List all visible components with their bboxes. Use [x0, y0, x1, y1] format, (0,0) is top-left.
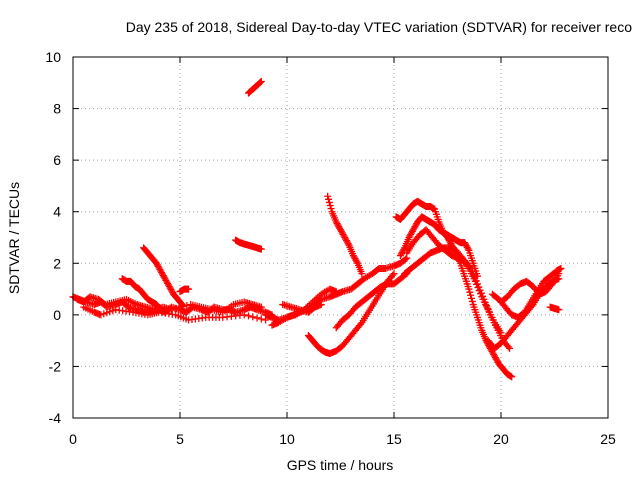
series-mid-cluster	[332, 270, 411, 332]
data-point	[257, 77, 265, 85]
data-series	[69, 77, 565, 381]
series-early-arc-1	[118, 275, 165, 314]
data-point	[508, 373, 516, 381]
data-point	[464, 245, 472, 253]
x-tick-label: 25	[600, 431, 616, 447]
chart-title: Day 235 of 2018, Sidereal Day-to-day VTE…	[126, 19, 632, 35]
data-point	[465, 285, 473, 293]
data-point	[326, 202, 334, 210]
data-point	[256, 78, 264, 86]
series-secondary-rise	[401, 244, 505, 337]
data-point	[402, 255, 410, 263]
data-point	[253, 314, 261, 322]
data-point	[557, 264, 565, 272]
data-point	[100, 310, 108, 318]
series-late-rise	[488, 264, 565, 321]
series-high-arc	[244, 77, 265, 97]
data-point	[327, 205, 335, 213]
data-point	[257, 303, 265, 311]
data-point	[244, 312, 252, 320]
y-tick-label: 4	[53, 204, 61, 220]
data-point	[103, 309, 111, 317]
series-dip-arc	[304, 270, 398, 358]
data-point	[177, 300, 185, 308]
tick-labels: 0 5 10 15 20 25 -4 -2 0 2 4 6 8 10	[45, 49, 616, 447]
data-point	[332, 288, 340, 296]
data-point	[257, 315, 265, 323]
data-point	[353, 258, 361, 266]
data-point	[249, 313, 257, 321]
x-tick-label: 15	[386, 431, 402, 447]
data-point	[467, 294, 475, 302]
series-mid-arc	[232, 236, 265, 253]
data-point	[471, 277, 479, 285]
data-point	[325, 195, 333, 203]
data-point	[466, 288, 474, 296]
data-point	[317, 301, 325, 309]
series-rise-c	[279, 301, 325, 316]
series-early-short	[176, 285, 193, 296]
data-point	[468, 297, 476, 305]
data-point	[175, 304, 183, 312]
data-point	[357, 320, 365, 328]
data-point	[390, 270, 398, 278]
data-point	[156, 305, 164, 313]
data-point	[240, 311, 248, 319]
data-point	[167, 306, 175, 314]
x-tick-label: 0	[69, 431, 77, 447]
grid-lines	[73, 57, 608, 418]
y-tick-label: 0	[53, 307, 61, 323]
y-tick-label: -2	[49, 358, 62, 374]
y-tick-label: -4	[49, 410, 62, 426]
data-point	[467, 291, 475, 299]
data-point	[555, 270, 563, 278]
series-descending-arc	[324, 192, 366, 278]
data-point	[344, 240, 352, 248]
x-axis-title: GPS time / hours	[287, 457, 394, 473]
data-point	[157, 306, 165, 314]
data-point	[183, 302, 191, 310]
plot-frame	[72, 56, 609, 419]
data-point	[171, 305, 179, 313]
x-tick-label: 20	[493, 431, 509, 447]
data-point	[389, 271, 397, 279]
x-tick-label: 10	[279, 431, 295, 447]
data-point	[473, 280, 481, 288]
data-point	[497, 329, 505, 337]
data-point	[178, 301, 186, 309]
data-point	[457, 253, 465, 261]
series-peak-b	[392, 197, 481, 280]
data-point	[106, 308, 114, 316]
series-early-arc-2	[140, 244, 186, 309]
data-point	[123, 302, 131, 310]
data-point	[475, 287, 483, 295]
data-point	[506, 344, 514, 352]
y-tick-label: 10	[45, 49, 61, 65]
y-tick-label: 2	[53, 255, 61, 271]
data-point	[324, 192, 332, 200]
data-point	[257, 245, 265, 253]
data-point	[358, 270, 366, 278]
y-tick-label: 6	[53, 152, 61, 168]
axes	[72, 56, 609, 419]
x-tick-label: 5	[176, 431, 184, 447]
series-rise-b	[268, 285, 340, 329]
data-point	[476, 290, 484, 298]
y-axis-title: SDTVAR / TECUs	[6, 182, 22, 294]
data-point	[555, 306, 563, 314]
data-point	[109, 307, 117, 315]
series-baseline-lower	[80, 303, 270, 324]
y-tick-label: 8	[53, 101, 61, 117]
data-point	[185, 285, 193, 293]
series-late-hump	[497, 270, 563, 306]
data-point	[474, 284, 482, 292]
data-point	[97, 311, 105, 319]
series-late-tail	[546, 303, 563, 314]
data-point	[547, 281, 555, 289]
data-point	[504, 343, 512, 351]
data-point	[325, 198, 333, 206]
